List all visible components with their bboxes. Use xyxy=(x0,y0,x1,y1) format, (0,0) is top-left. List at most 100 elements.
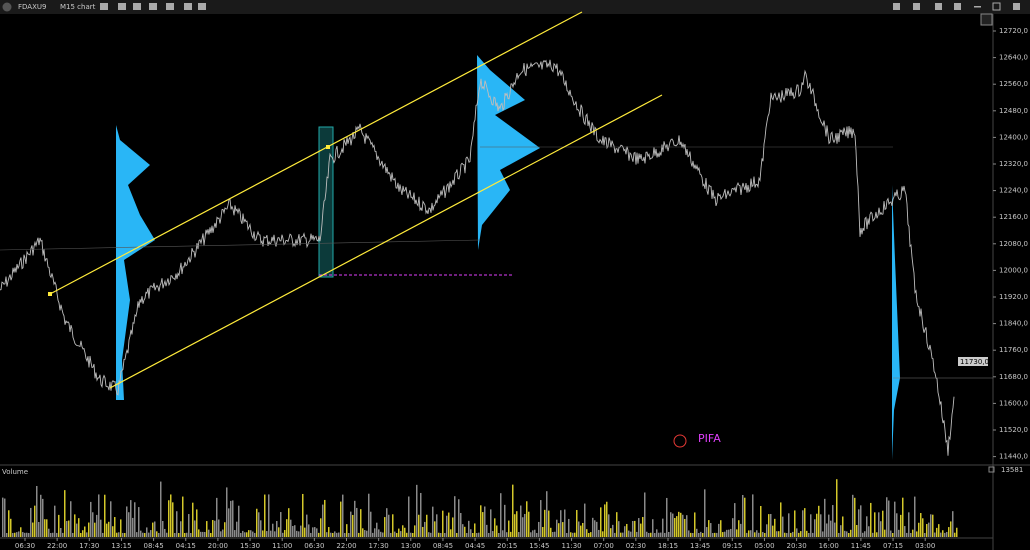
volume-bar xyxy=(410,532,412,537)
volume-bar xyxy=(92,512,94,537)
volume-bar xyxy=(668,531,670,537)
volume-bar xyxy=(580,525,582,537)
time-label: 06:30 xyxy=(15,542,35,550)
volume-bar xyxy=(72,532,74,537)
volume-bar xyxy=(374,528,376,537)
volume-bar xyxy=(56,532,58,537)
volume-bar xyxy=(516,511,518,537)
volume-bar xyxy=(634,520,636,537)
volume-bar xyxy=(340,501,342,537)
toolbar-icons xyxy=(100,2,1020,11)
volume-bar xyxy=(422,526,424,537)
app-icon[interactable] xyxy=(2,2,12,12)
minimize[interactable] xyxy=(974,6,981,8)
icon[interactable] xyxy=(198,3,206,10)
volume-bar xyxy=(222,529,224,537)
volume-bar xyxy=(682,514,684,537)
volume-bar xyxy=(358,532,360,537)
icon[interactable] xyxy=(954,3,961,10)
volume-bar xyxy=(474,523,476,537)
time-label: 15:45 xyxy=(529,542,549,550)
volume-bar xyxy=(738,520,740,537)
icon[interactable] xyxy=(893,3,900,10)
volume-bar xyxy=(894,501,896,537)
time-label: 05:00 xyxy=(754,542,774,550)
volume-bar xyxy=(238,505,240,537)
volume-bar xyxy=(272,523,274,537)
volume-bar xyxy=(928,522,930,537)
volume-bar xyxy=(930,514,932,537)
volume-bar xyxy=(922,518,924,537)
volume-bar xyxy=(96,514,98,537)
chart-type[interactable]: M15 chart xyxy=(60,3,96,11)
volume-bar xyxy=(492,531,494,537)
volume-bar xyxy=(100,519,102,537)
volume-profile xyxy=(892,185,900,460)
volume-bar xyxy=(742,494,744,537)
volume-bar xyxy=(372,532,374,537)
volume-bar xyxy=(490,509,492,537)
volume-bar xyxy=(48,528,50,537)
volume-bar xyxy=(548,510,550,537)
volume-bar xyxy=(82,530,84,537)
volume-bar xyxy=(572,532,574,537)
time-label: 18:15 xyxy=(658,542,678,550)
icon[interactable] xyxy=(166,3,174,10)
volume-bar xyxy=(434,521,436,537)
volume-bar xyxy=(666,497,668,537)
volume-bar xyxy=(938,524,940,537)
icon[interactable] xyxy=(100,3,108,10)
volume-bar xyxy=(648,532,650,537)
volume-bar xyxy=(536,532,538,537)
volume-bar xyxy=(402,525,404,537)
volume-bar xyxy=(424,521,426,537)
icon[interactable] xyxy=(118,3,126,10)
volume-bar xyxy=(312,527,314,537)
volume-bar xyxy=(708,520,710,537)
volume-bar xyxy=(694,512,696,537)
time-label: 07:15 xyxy=(883,542,903,550)
volume-bar xyxy=(298,531,300,537)
volume-bar xyxy=(898,529,900,537)
volume-bar xyxy=(256,508,258,537)
volume-bar xyxy=(34,505,36,537)
volume-bar xyxy=(172,502,174,537)
volume-bar xyxy=(678,511,680,537)
volume-bar xyxy=(270,530,272,537)
volume-bar xyxy=(232,500,234,537)
volume-bar xyxy=(780,502,782,537)
time-label: 16:00 xyxy=(819,542,839,550)
volume-bar xyxy=(496,525,498,537)
pane-button[interactable] xyxy=(988,466,995,473)
time-label: 02:30 xyxy=(626,542,646,550)
volume-bar xyxy=(704,489,706,537)
icon[interactable] xyxy=(935,3,942,10)
volume-bar xyxy=(212,520,214,537)
volume-bar xyxy=(406,532,408,537)
volume-bar xyxy=(874,512,876,537)
icon[interactable] xyxy=(184,3,192,10)
volume-bar xyxy=(444,532,446,537)
volume-bar xyxy=(198,529,200,537)
volume-bar xyxy=(436,514,438,537)
volume-bar xyxy=(296,530,298,537)
scroll-end-button[interactable] xyxy=(980,13,993,26)
volume-bar xyxy=(558,523,560,537)
volume-bar xyxy=(692,532,694,537)
volume-bar xyxy=(734,503,736,537)
volume-bar xyxy=(18,531,20,537)
close[interactable] xyxy=(1013,3,1020,10)
icon[interactable] xyxy=(149,3,157,10)
volume-bar xyxy=(324,499,326,537)
symbol[interactable]: FDAXU9 xyxy=(18,3,46,11)
icon[interactable] xyxy=(913,3,920,10)
volume-bar xyxy=(528,511,530,537)
volume-bar xyxy=(192,502,194,537)
volume-bar xyxy=(884,529,886,537)
volume-bar xyxy=(426,514,428,537)
icon[interactable] xyxy=(133,3,141,10)
maximize[interactable] xyxy=(992,2,1001,11)
volume-bar xyxy=(932,514,934,537)
price-label: 12160,0 xyxy=(999,213,1028,221)
volume-bar xyxy=(486,524,488,537)
